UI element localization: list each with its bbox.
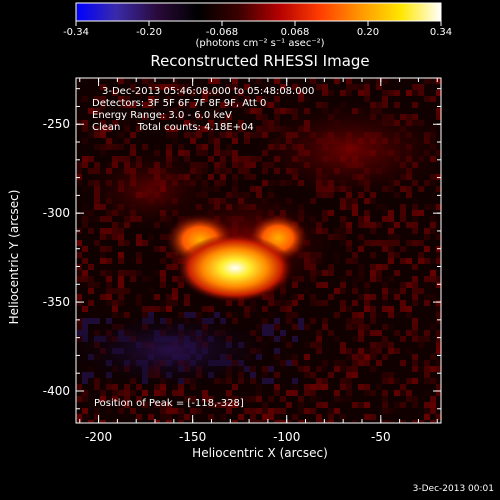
colorbar-tick-label: 0.20 — [357, 27, 379, 38]
colorbar-tick-label: -0.20 — [136, 27, 162, 38]
colorbar-tick-label: 0.068 — [281, 27, 310, 38]
image-title: Reconstructed RHESSI Image — [150, 52, 370, 70]
x-tick-label: -50 — [371, 430, 391, 444]
x-tick-label: -150 — [179, 430, 206, 444]
map-emission — [76, 78, 441, 423]
colorbar-ticks: -0.34 -0.20 -0.068 0.068 0.20 0.34 — [63, 21, 452, 38]
y-tick-label: -250 — [43, 117, 70, 131]
x-axis-label: Heliocentric X (arcsec) — [192, 446, 328, 460]
y-axis-label: Heliocentric Y (arcsec) — [7, 189, 21, 325]
colorbar-tick-label: -0.068 — [206, 27, 238, 38]
y-tick-label: -300 — [43, 206, 70, 220]
axis-ticks: -200 -150 -100 -50 -250 -300 -350 -400 — [43, 78, 441, 444]
x-tick-label: -100 — [273, 430, 300, 444]
y-tick-label: -350 — [43, 295, 70, 309]
peak-position-label: Position of Peak = [-118,-328] — [94, 398, 244, 409]
colorbar-tick-label: -0.34 — [63, 27, 89, 38]
detectors-label: Detectors: 3F 5F 6F 7F 8F 9F, Att 0 — [92, 98, 267, 109]
colorbar-units-label: (photons cm⁻² s⁻¹ asec⁻²) — [195, 38, 325, 49]
algorithm-label: Clean — [92, 122, 121, 133]
footer-timestamp: 3-Dec-2013 00:01 — [412, 484, 494, 494]
colorbar-gradient — [75, 2, 442, 22]
energy-range-label: Energy Range: 3.0 - 6.0 keV — [92, 110, 232, 121]
x-tick-label: -200 — [85, 430, 112, 444]
annotation-block: 3-Dec-2013 05:46:08.000 to 05:48:08.000 … — [92, 86, 314, 134]
algorithm-counts-row: Clean Total counts: 4.18E+04 — [92, 122, 314, 134]
total-counts-label: Total counts: 4.18E+04 — [137, 122, 254, 133]
colorbar: -0.34 -0.20 -0.068 0.068 0.20 0.34 — [63, 2, 452, 38]
time-range-label: 3-Dec-2013 05:46:08.000 to 05:48:08.000 — [102, 86, 315, 97]
map-frame — [75, 77, 442, 424]
y-tick-label: -400 — [43, 384, 70, 398]
colorbar-tick-label: 0.34 — [430, 27, 452, 38]
